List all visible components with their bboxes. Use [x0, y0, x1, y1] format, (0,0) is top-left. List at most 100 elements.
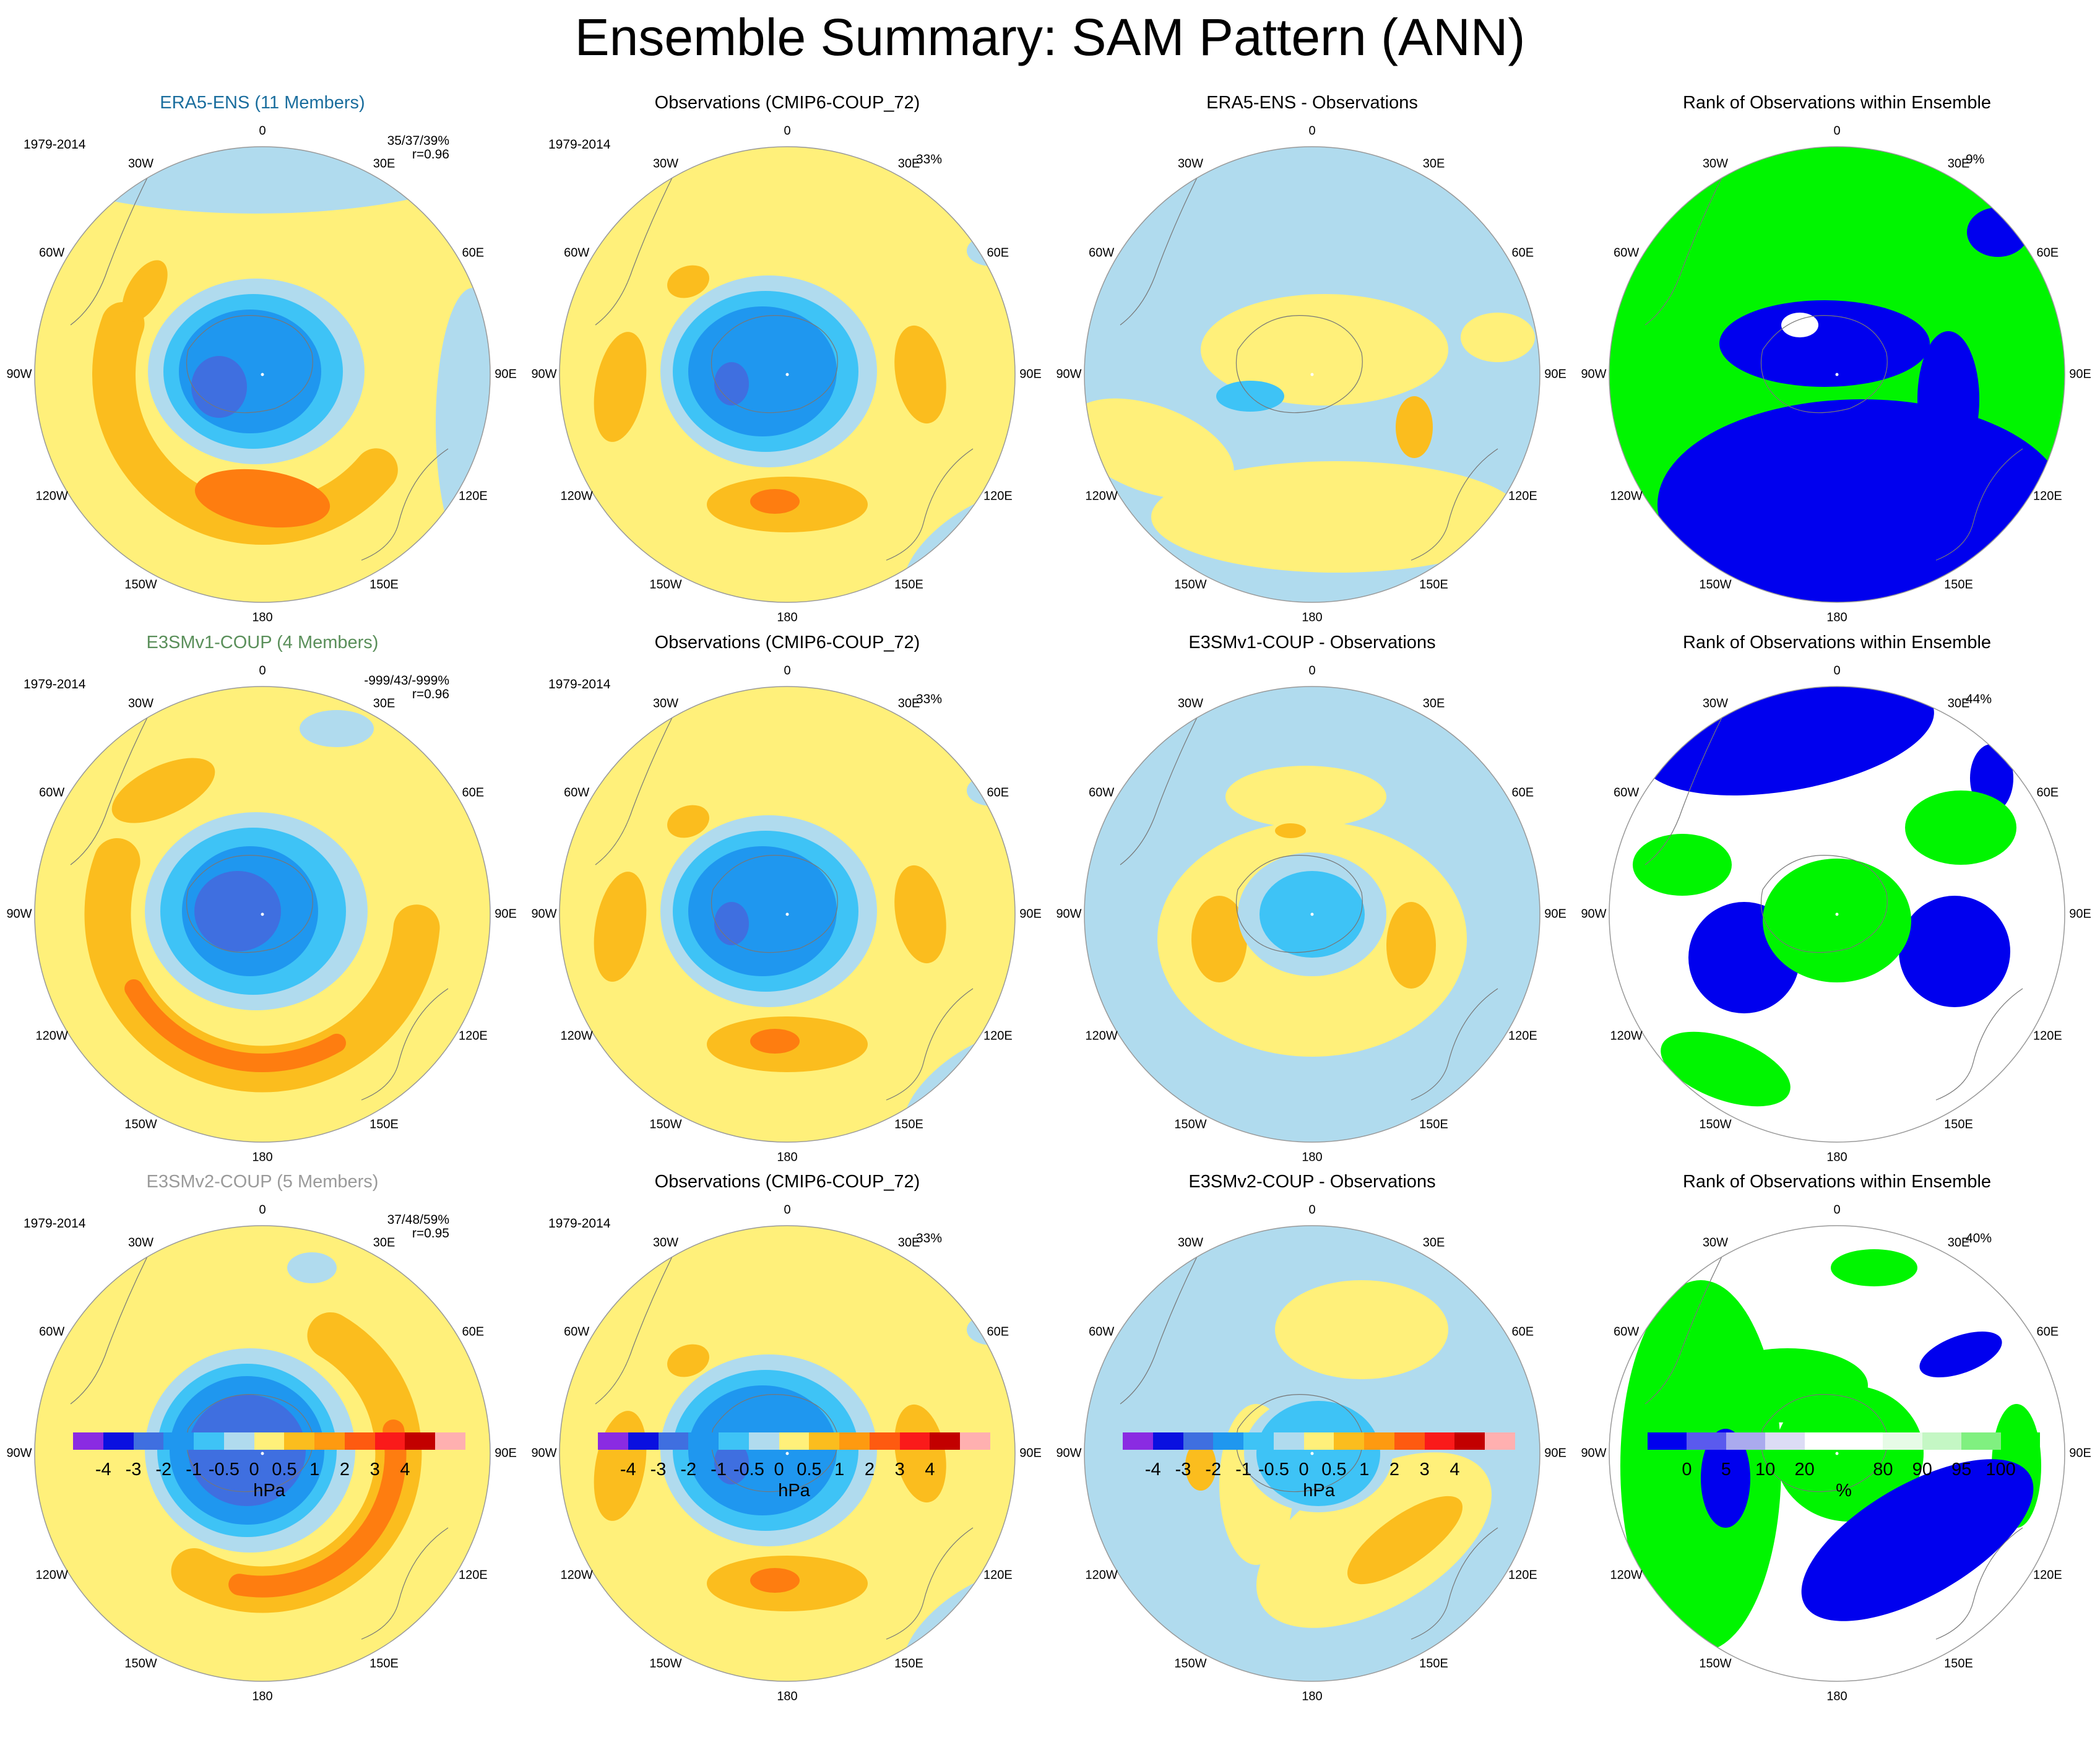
longitude-label: 30E: [1422, 696, 1445, 711]
australia-coastline: [1935, 448, 2023, 561]
longitude-label: 150W: [124, 578, 157, 592]
colorbar-tick-label: -1: [1235, 1460, 1251, 1479]
longitude-label: 30E: [373, 157, 395, 171]
australia-coastline: [886, 1527, 974, 1640]
colorbar-swatch: [1883, 1432, 1923, 1450]
percent-label: 40%: [1966, 1231, 1992, 1245]
longitude-label: 0: [1833, 124, 1841, 138]
australia-coastline: [1411, 448, 1498, 561]
panel-title: Observations (CMIP6-COUP_72): [654, 633, 920, 652]
colorbar-swatch: [1454, 1432, 1485, 1450]
colorbar-tick-label: 0.5: [272, 1460, 297, 1479]
longitude-label: 150E: [1944, 578, 1973, 592]
longitude-label: 90E: [1544, 1446, 1566, 1460]
map-panel: Rank of Observations within Ensemble 9% 0 3…: [1575, 93, 2099, 625]
longitude-label: 60W: [564, 246, 590, 259]
orange-region: [667, 805, 709, 838]
longitude-label: 30E: [1422, 1236, 1445, 1250]
map-boundary: [34, 1225, 491, 1682]
map-boundary: [559, 146, 1016, 603]
colorbar-tick-label: 100: [1985, 1460, 2016, 1479]
lightblue-region: [287, 1252, 337, 1283]
green-region: [1905, 791, 2016, 865]
correlation-label: r=0.96: [412, 687, 449, 701]
orange2-region: [194, 469, 331, 528]
panel-title: Rank of Observations within Ensemble: [1682, 1172, 1992, 1192]
blue-region: [1967, 207, 2029, 257]
colorbar-swatch: [1648, 1432, 1687, 1450]
colorbar-swatch: [688, 1432, 719, 1450]
south-america-coastline: [595, 1249, 676, 1405]
colorbar: 0 5 10 20 80 90 95 100%: [1575, 1429, 2099, 1763]
colorbar-swatch: [374, 1432, 405, 1450]
longitude-label: 180: [777, 1150, 798, 1164]
longitude-label: 150W: [649, 1657, 682, 1671]
longitude-label: 30W: [1177, 1236, 1204, 1250]
longitude-label: 90E: [495, 907, 517, 921]
panel-title: ERA5-ENS - Observations: [1206, 93, 1418, 113]
map-panel: ERA5-ENS (11 Members) 1979-2014 35/37/39% r…: [0, 93, 525, 625]
longitude-label: 30E: [897, 1236, 920, 1250]
page-title: Ensemble Summary: SAM Pattern (ANN): [574, 8, 1526, 66]
longitude-label: 0: [784, 1203, 791, 1217]
longitude-label: 120W: [35, 489, 68, 503]
longitude-label: 90E: [1019, 1446, 1042, 1460]
period-label: 1979-2014: [24, 1216, 86, 1231]
map-panel: E3SMv1-COUP - Observations 0 30E 60E 90E 120E…: [1050, 633, 1575, 1165]
colorbar-tick-label: 4: [400, 1460, 410, 1479]
longitude-label: 120E: [2033, 1029, 2062, 1042]
colorbar-swatch: [1152, 1432, 1184, 1450]
blue3-core: [714, 362, 749, 405]
longitude-label: 30E: [1422, 157, 1445, 171]
colorbar-swatch: [73, 1432, 104, 1450]
antarctica-coastline: [1761, 315, 1888, 414]
south-america-coastline: [1644, 709, 1726, 865]
map-panel: ERA5-ENS - Observations 0 30E 60E 90E 120E 150…: [1050, 93, 1575, 625]
colorbar-swatch: [839, 1432, 870, 1450]
green-region: [1831, 1249, 1917, 1286]
percent-label: 33%: [916, 1231, 943, 1245]
colorbar-swatch: [658, 1432, 689, 1450]
colorbar-swatch: [1273, 1432, 1305, 1450]
panel-title: E3SMv1-COUP (4 Members): [146, 633, 379, 652]
south-america-coastline: [595, 709, 676, 865]
longitude-label: 0: [1308, 1203, 1316, 1217]
australia-coastline: [1935, 988, 2023, 1101]
australia-coastline: [886, 448, 974, 561]
lightblue-region: [300, 710, 374, 747]
stats-label: 37/48/59%: [387, 1213, 449, 1227]
longitude-label: 90W: [1581, 367, 1607, 381]
colorbar-swatch: [254, 1432, 285, 1450]
longitude-label: 60W: [1089, 786, 1115, 799]
colorbar-swatch: [1213, 1432, 1244, 1450]
longitude-label: 90W: [531, 367, 557, 381]
orange2-band: [124, 979, 346, 1072]
stats-label: 35/37/39%: [387, 134, 449, 148]
colorbar-swatch: [899, 1432, 930, 1450]
south-pole-marker: [1835, 1452, 1839, 1455]
orange-region: [894, 325, 946, 424]
colorbar-tick-label: 0: [1298, 1460, 1309, 1479]
colorbar-swatch: [314, 1432, 345, 1450]
colorbar-swatch: [960, 1432, 991, 1450]
blue-region: [1917, 331, 1979, 467]
longitude-label: 30W: [652, 157, 679, 171]
longitude-label: 150E: [1419, 1657, 1448, 1671]
orange-region: [894, 1404, 946, 1503]
longitude-label: 120E: [458, 1568, 488, 1582]
longitude-label: 60W: [564, 1325, 590, 1338]
longitude-label: 60E: [2036, 246, 2059, 259]
longitude-label: 60W: [39, 786, 65, 799]
longitude-label: 120W: [1085, 1029, 1118, 1042]
longitude-label: 30W: [652, 696, 679, 711]
colorbar-swatch: [1922, 1432, 1962, 1450]
colorbar-tick-label: 3: [1419, 1460, 1430, 1479]
longitude-label: 120E: [1508, 1568, 1537, 1582]
longitude-label: 30W: [652, 1236, 679, 1250]
longitude-label: 150E: [894, 578, 923, 592]
orange-region: [594, 872, 647, 982]
map-boundary: [1609, 1225, 2065, 1682]
panel-title: E3SMv2-COUP - Observations: [1188, 1172, 1436, 1192]
colorbar-tick-label: 2: [339, 1460, 350, 1479]
south-america-coastline: [1120, 709, 1201, 865]
